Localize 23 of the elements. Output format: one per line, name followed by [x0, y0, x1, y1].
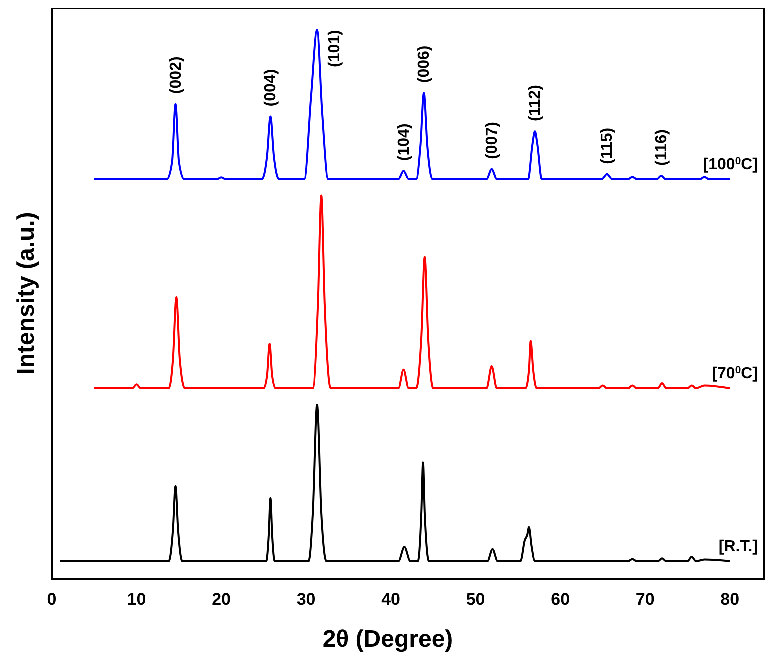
x-tick-label: 70 — [636, 590, 655, 609]
x-tick-label: 30 — [296, 590, 316, 609]
annotation: (002) — [168, 56, 185, 94]
x-axis-title: 2θ (Degree) — [322, 626, 454, 653]
x-tick-label: 80 — [720, 590, 740, 609]
x-tick-label: 40 — [382, 590, 401, 609]
series-label: [R.T.] — [718, 538, 758, 556]
series-label: [100$^{0}$C] — [703, 156, 758, 174]
annotation: (115) — [599, 128, 616, 164]
x-tick-label: 20 — [212, 590, 231, 609]
x-tick-label: 50 — [466, 590, 486, 609]
y-axis-title: Intensity (a.u.) — [13, 212, 40, 375]
annotation: (006) — [416, 46, 434, 84]
x-tick-label: 60 — [551, 590, 570, 609]
annotation: (112) — [527, 85, 544, 122]
annotation: (116) — [653, 130, 670, 166]
x-tick-label: 10 — [127, 590, 146, 609]
annotation: (101) — [326, 30, 344, 68]
x-tick-label: 0 — [47, 590, 57, 609]
series-label: [70$^{0}$C] — [712, 364, 758, 382]
annotation: (007) — [484, 122, 501, 160]
annotation: (104) — [396, 124, 413, 162]
annotation: (004) — [262, 69, 280, 107]
